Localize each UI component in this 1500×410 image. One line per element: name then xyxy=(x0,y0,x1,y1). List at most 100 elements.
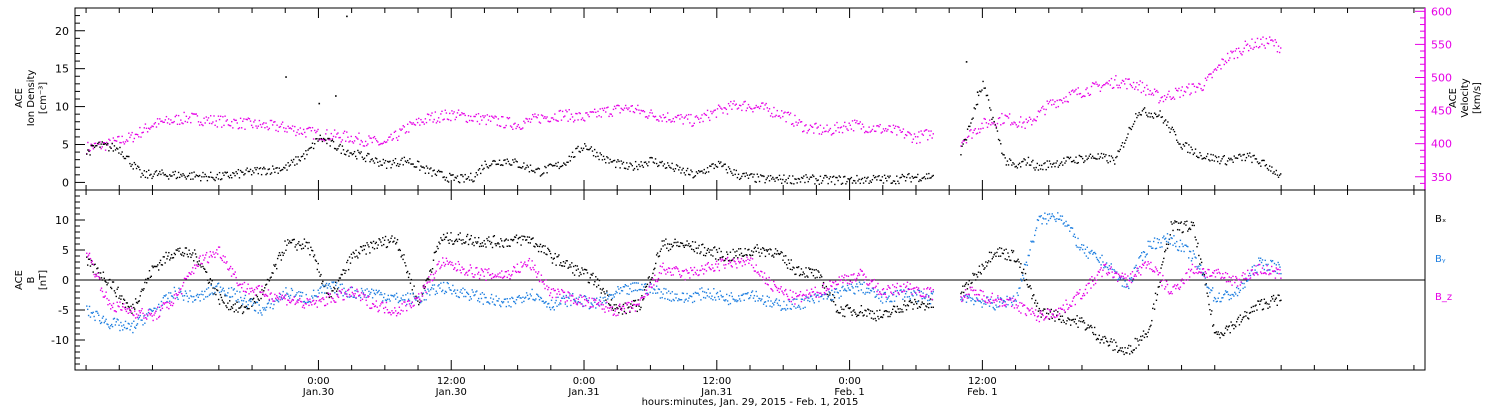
density-point xyxy=(326,142,328,145)
by-point xyxy=(646,292,649,295)
by-point xyxy=(612,294,615,296)
bx-point xyxy=(1039,310,1041,312)
velocity-point xyxy=(549,120,552,123)
density-point xyxy=(526,164,528,167)
density-point xyxy=(1093,157,1095,159)
bx-point xyxy=(1022,272,1024,274)
velocity-point xyxy=(492,116,494,118)
bz-point xyxy=(281,294,283,297)
density-point xyxy=(601,159,604,161)
velocity-point xyxy=(1224,60,1227,62)
density-point xyxy=(741,175,743,178)
by-point xyxy=(438,284,440,286)
bz-point xyxy=(287,299,289,301)
velocity-point xyxy=(601,107,604,110)
bx-point xyxy=(789,268,792,271)
bx-point xyxy=(691,241,694,243)
velocity-point xyxy=(433,118,435,121)
by-point xyxy=(807,299,809,302)
bz-point xyxy=(187,275,189,278)
density-point xyxy=(456,175,459,177)
density-point xyxy=(515,160,517,162)
bx-point xyxy=(492,235,495,238)
by-point xyxy=(1003,300,1005,302)
by-point xyxy=(917,289,920,292)
bx-point xyxy=(379,239,381,241)
density-point xyxy=(434,173,437,175)
bx-point xyxy=(486,237,488,240)
bx-point xyxy=(560,265,563,267)
by-point xyxy=(711,295,713,297)
by-point xyxy=(565,294,567,297)
velocity-point xyxy=(153,123,155,125)
velocity-point xyxy=(873,130,876,132)
density-point xyxy=(877,175,879,178)
by-point xyxy=(1103,266,1105,269)
by-point xyxy=(540,297,543,300)
bx-point xyxy=(144,281,146,284)
bx-point xyxy=(750,254,752,257)
velocity-point xyxy=(484,115,486,117)
by-point xyxy=(341,283,343,285)
bx-point xyxy=(582,269,584,271)
velocity-point xyxy=(388,136,390,139)
bx-point xyxy=(1140,339,1143,341)
density-point xyxy=(1085,155,1087,157)
bz-point xyxy=(301,306,304,308)
density-point xyxy=(509,164,512,166)
velocity-point xyxy=(896,134,898,136)
by-point xyxy=(244,294,247,297)
by-point xyxy=(1202,272,1205,274)
bx-point xyxy=(290,241,293,244)
density-point xyxy=(627,168,629,170)
bz-point xyxy=(126,308,129,310)
bx-point xyxy=(1223,332,1226,335)
bx-point xyxy=(840,306,842,308)
velocity-point xyxy=(451,110,453,112)
bz-point xyxy=(172,302,175,305)
bx-point xyxy=(864,309,866,311)
velocity-point xyxy=(985,122,988,124)
bx-point xyxy=(909,299,911,302)
by-point xyxy=(163,295,165,297)
by-point xyxy=(1052,215,1054,217)
density-point xyxy=(1105,154,1107,156)
by-point xyxy=(979,300,982,302)
bx-point xyxy=(153,265,155,268)
by-point xyxy=(1249,274,1252,277)
density-point xyxy=(435,174,438,177)
velocity-point xyxy=(346,131,348,133)
bx-point xyxy=(1244,310,1246,313)
by-point xyxy=(1125,286,1127,289)
by-point xyxy=(724,300,726,302)
bx-point xyxy=(1120,350,1123,352)
velocity-point xyxy=(793,125,795,127)
bx-point xyxy=(829,292,831,294)
bx-point xyxy=(1241,318,1243,321)
bx-point xyxy=(93,264,95,266)
by-point xyxy=(484,296,486,299)
density-point xyxy=(165,175,168,177)
velocity-point xyxy=(164,119,167,121)
density-point xyxy=(560,165,563,168)
density-point xyxy=(1055,162,1057,164)
velocity-point xyxy=(784,111,786,113)
by-point xyxy=(914,291,916,293)
bx-point xyxy=(489,243,492,245)
density-point xyxy=(528,171,531,173)
by-point xyxy=(378,289,380,292)
velocity-point xyxy=(330,132,333,135)
by-point xyxy=(758,297,760,300)
bx-point xyxy=(1246,311,1248,314)
velocity-point xyxy=(1119,86,1121,89)
bx-point xyxy=(1164,249,1167,251)
velocity-point xyxy=(520,128,523,130)
density-point xyxy=(633,167,636,170)
by-point xyxy=(322,284,324,286)
bx-point xyxy=(409,282,412,284)
density-point xyxy=(757,176,760,178)
density-point xyxy=(347,149,349,152)
velocity-point xyxy=(339,136,341,139)
velocity-point xyxy=(825,130,827,132)
density-point xyxy=(848,178,850,181)
